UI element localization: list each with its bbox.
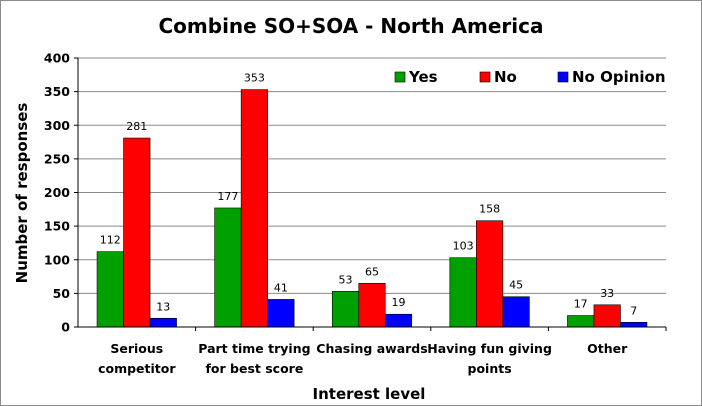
bar-yes	[96, 251, 124, 328]
bars	[96, 89, 648, 328]
bar-no	[593, 304, 621, 328]
legend: Yes No No Opinion	[394, 68, 666, 86]
bar-no-opinion	[502, 296, 530, 328]
axes: 0 50 100 150 200 250 300 350 400 Serious competito…	[44, 51, 667, 376]
x-tick-label: Chasing awards	[316, 341, 427, 356]
y-axis-title: Number of responses	[13, 103, 31, 284]
bar-yes	[331, 291, 360, 328]
data-label: 41	[274, 281, 288, 294]
bar-no-opinion	[384, 313, 413, 328]
y-tick-label: 150	[44, 219, 70, 234]
data-label: 158	[479, 203, 500, 216]
legend-swatch	[479, 71, 491, 83]
x-tick-label: Part time trying	[198, 341, 310, 356]
data-label: 13	[156, 300, 170, 313]
y-tick-label: 200	[44, 185, 70, 200]
x-tick-label: Other	[587, 341, 628, 356]
x-tick-label: for best score	[205, 361, 303, 376]
bar-no	[240, 89, 268, 328]
data-label: 177	[217, 190, 238, 203]
bar-no-opinion	[267, 299, 295, 328]
legend-label: No	[494, 68, 517, 86]
y-tick-label: 0	[61, 320, 70, 335]
data-label: 353	[244, 72, 265, 85]
bar-no	[123, 137, 151, 328]
data-label: 53	[339, 273, 353, 286]
x-tick-label: Serious	[110, 341, 163, 356]
legend-swatch	[394, 71, 406, 83]
bar-no-opinion	[149, 317, 177, 328]
x-axis-title: Interest level	[313, 385, 426, 403]
data-label: 103	[453, 240, 474, 253]
legend-swatch	[557, 71, 569, 83]
bar-no	[476, 220, 504, 328]
bar-yes	[214, 207, 242, 328]
data-label: 17	[574, 298, 588, 311]
legend-label: No Opinion	[572, 68, 666, 86]
chart-title: Combine SO+SOA - North America	[159, 14, 544, 38]
x-tick-label: Having fun giving	[427, 341, 552, 356]
data-labels: 112 281 13 177 353 41 53 65 19 103 158 45 17 33 7	[100, 72, 637, 318]
bar-no	[358, 282, 386, 328]
bar-yes	[449, 257, 477, 328]
y-tick-label: 100	[44, 252, 70, 267]
data-label: 281	[126, 120, 147, 133]
x-tick-label: competitor	[98, 361, 176, 376]
y-tick-label: 50	[53, 286, 71, 301]
data-label: 112	[100, 234, 121, 247]
data-label: 33	[600, 287, 614, 300]
y-tick-label: 400	[44, 51, 70, 66]
data-label: 45	[509, 279, 523, 292]
data-label: 65	[365, 265, 379, 278]
y-tick-label: 250	[44, 151, 70, 166]
data-label: 7	[630, 304, 637, 317]
y-tick-label: 300	[44, 118, 70, 133]
bar-yes	[567, 315, 595, 328]
legend-label: Yes	[408, 68, 438, 86]
data-label: 19	[392, 296, 406, 309]
bar-no-opinion	[620, 321, 648, 328]
y-tick-label: 350	[44, 84, 70, 99]
gridlines	[78, 57, 666, 294]
x-tick-label: points	[468, 361, 512, 376]
